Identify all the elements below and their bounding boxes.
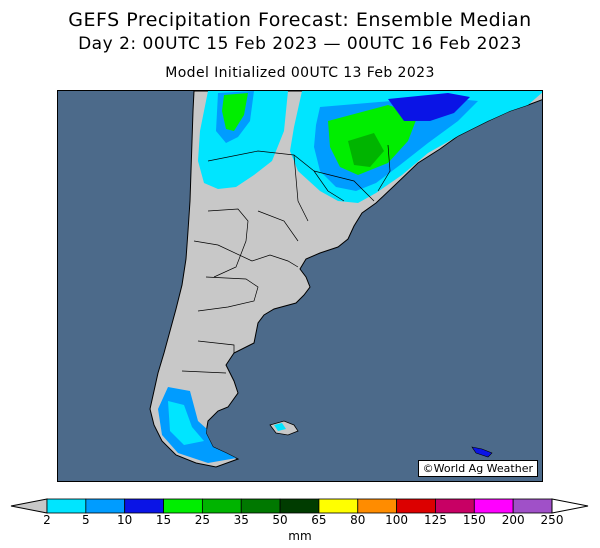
province-borders [181, 144, 391, 374]
map-title: GEFS Precipitation Forecast: Ensemble Me… [68, 9, 532, 31]
colorbar-bin [163, 498, 203, 514]
colorbar-tick-label: 65 [311, 513, 327, 527]
south-georgia-island [471, 446, 493, 458]
colorbar-tick-label: 100 [385, 513, 409, 527]
colorbar-bin [85, 498, 126, 514]
colorbar-tick-label: 25 [194, 513, 211, 527]
colorbar-tick-label: 250 [540, 513, 564, 527]
colorbar-arrow-low [10, 498, 48, 514]
colorbar-bin [512, 498, 553, 514]
colorbar-unit: mm [288, 529, 312, 543]
colorbar-tick-label: 2 [43, 513, 51, 527]
colorbar-bin [396, 498, 436, 514]
colorbar-bin [357, 498, 398, 514]
colorbar-arrow-high [551, 498, 589, 514]
precip-overlay [158, 91, 542, 463]
credit-label: ©World Ag Weather [417, 460, 538, 477]
colorbar-tick-label: 15 [155, 513, 172, 527]
map-canvas [149, 91, 542, 468]
precipitation-map: ©World Ag Weather [57, 90, 543, 482]
colorbar-tick-label: 200 [501, 513, 525, 527]
colorbar-tick-label: 50 [272, 513, 288, 527]
valid-period: Day 2: 00UTC 15 Feb 2023 — 00UTC 16 Feb … [78, 34, 522, 54]
colorbar-tick-label: 150 [462, 513, 486, 527]
colorbar-bin [435, 498, 475, 514]
colorbar-bin [124, 498, 164, 514]
colorbar-bin [240, 498, 281, 514]
colorbar-tick-label: 35 [233, 513, 249, 527]
colorbar-bin [473, 498, 514, 514]
colorbar-bin [318, 498, 359, 514]
colorbar-tick-label: 80 [350, 513, 366, 527]
precip-colorbar [0, 496, 600, 548]
colorbar-tick-label: 125 [424, 513, 447, 527]
colorbar-tick-label: 10 [117, 513, 133, 527]
colorbar-bin [279, 498, 320, 514]
colorbar-bin [46, 498, 87, 514]
colorbar-bin [201, 498, 242, 514]
model-init-time: Model Initialized 00UTC 13 Feb 2023 [165, 65, 435, 81]
south-america-land [149, 91, 542, 468]
falkland-precip [274, 423, 286, 431]
colorbar-tick-label: 5 [82, 513, 90, 527]
colorbar-svg [10, 498, 589, 514]
